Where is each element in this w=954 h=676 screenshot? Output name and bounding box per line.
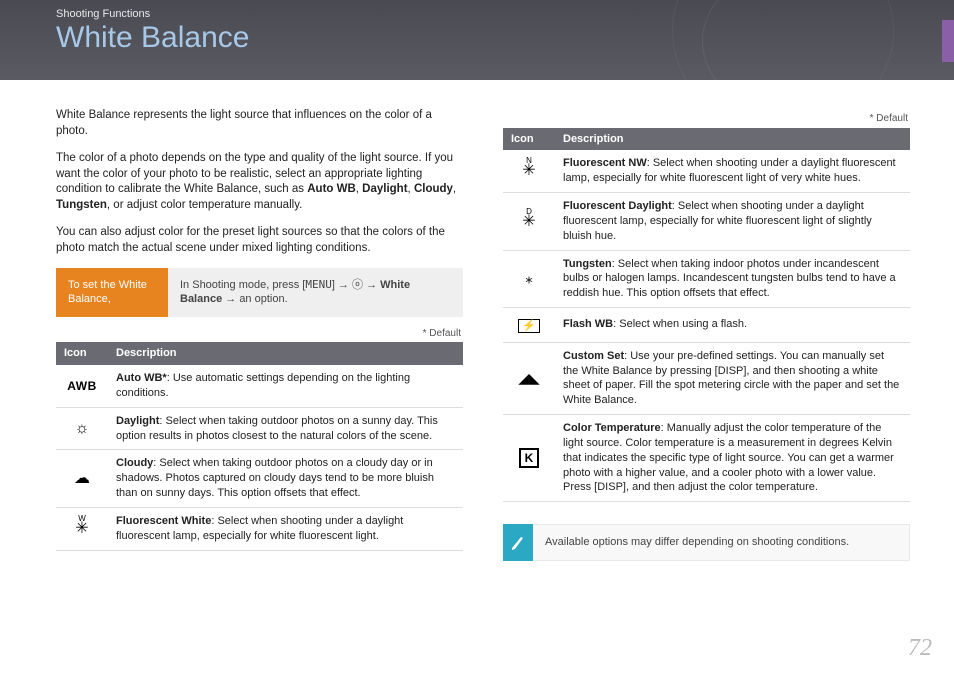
instruction-text: In Shooting mode, press [MENU] → ⓞ → Whi… — [168, 268, 463, 317]
table-row: ◢◣Custom Set: Use your pre-defined setti… — [503, 342, 910, 414]
wb-description: Daylight: Select when taking outdoor pho… — [108, 407, 463, 450]
wb-icon: ☁ — [56, 450, 108, 508]
wb-icon: AWB — [56, 365, 108, 407]
wb-icon: ✳N — [503, 150, 555, 192]
wb-icon: ◢◣ — [503, 342, 555, 414]
wb-description: Cloudy: Select when taking outdoor photo… — [108, 450, 463, 508]
intro-p2: The color of a photo depends on the type… — [56, 151, 463, 213]
wb-icon: ⚡ — [503, 308, 555, 343]
default-note-right: * Default — [503, 112, 908, 126]
th-desc: Description — [108, 342, 463, 365]
th-icon: Icon — [56, 342, 108, 365]
intro-p1: White Balance represents the light sourc… — [56, 108, 463, 139]
page-title: White Balance — [56, 21, 954, 55]
side-tab — [942, 20, 954, 62]
th-icon: Icon — [503, 128, 555, 151]
wb-description: Fluorescent Daylight: Select when shooti… — [555, 193, 910, 251]
page-header: Shooting Functions White Balance — [0, 0, 954, 80]
right-column: * Default Icon Description ✳NFluorescent… — [503, 108, 910, 561]
table-row: ✳DFluorescent Daylight: Select when shoo… — [503, 193, 910, 251]
wb-description: Color Temperature: Manually adjust the c… — [555, 415, 910, 502]
left-column: White Balance represents the light sourc… — [56, 108, 463, 561]
instruction-box: To set the White Balance, In Shooting mo… — [56, 268, 463, 317]
wb-icon: K — [503, 415, 555, 502]
wb-icon: ☼ — [56, 407, 108, 450]
table-row: ☼Daylight: Select when taking outdoor ph… — [56, 407, 463, 450]
wb-table-left: Icon Description AWBAuto WB*: Use automa… — [56, 342, 463, 550]
section-label: Shooting Functions — [56, 8, 954, 20]
note-box: Available options may differ depending o… — [503, 524, 910, 561]
wb-description: Auto WB*: Use automatic settings dependi… — [108, 365, 463, 407]
table-row: ⚡Flash WB: Select when using a flash. — [503, 308, 910, 343]
wb-icon: ⁎ — [503, 250, 555, 308]
table-row: ⁎Tungsten: Select when taking indoor pho… — [503, 250, 910, 308]
note-text: Available options may differ depending o… — [533, 524, 910, 561]
wb-description: Fluorescent White: Select when shooting … — [108, 507, 463, 550]
wb-description: Fluorescent NW: Select when shooting und… — [555, 150, 910, 192]
wb-icon: ✳W — [56, 507, 108, 550]
page-number: 72 — [908, 635, 932, 662]
default-note-left: * Default — [56, 327, 461, 341]
wb-description: Flash WB: Select when using a flash. — [555, 308, 910, 343]
wb-table-right: Icon Description ✳NFluorescent NW: Selec… — [503, 128, 910, 503]
th-desc: Description — [555, 128, 910, 151]
table-row: ✳NFluorescent NW: Select when shooting u… — [503, 150, 910, 192]
instruction-label: To set the White Balance, — [56, 268, 168, 317]
content: White Balance represents the light sourc… — [0, 80, 954, 561]
wb-icon: ✳D — [503, 193, 555, 251]
table-row: KColor Temperature: Manually adjust the … — [503, 415, 910, 502]
wb-description: Custom Set: Use your pre-defined setting… — [555, 342, 910, 414]
intro-p3: You can also adjust color for the preset… — [56, 225, 463, 256]
note-icon — [503, 524, 533, 561]
table-row: ☁Cloudy: Select when taking outdoor phot… — [56, 450, 463, 508]
table-row: ✳WFluorescent White: Select when shootin… — [56, 507, 463, 550]
wb-description: Tungsten: Select when taking indoor phot… — [555, 250, 910, 308]
table-row: AWBAuto WB*: Use automatic settings depe… — [56, 365, 463, 407]
